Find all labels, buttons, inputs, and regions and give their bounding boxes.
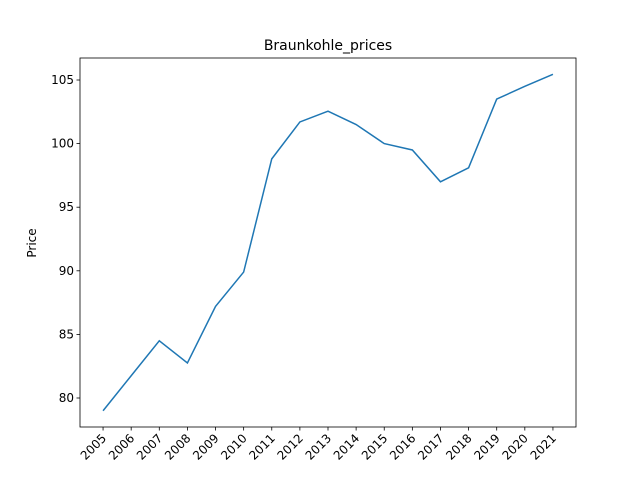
y-tick-label: 95 [59,200,74,214]
y-tick-label: 100 [51,137,74,151]
y-tick-label: 90 [59,264,74,278]
chart-title: Braunkohle_prices [264,38,392,54]
y-tick-label: 105 [51,73,74,87]
y-tick-label: 85 [59,327,74,341]
data-line [102,73,554,412]
y-axis-label: Price [25,228,39,257]
x-axis-label: Year [314,478,340,480]
y-tick-label: 80 [59,391,74,405]
